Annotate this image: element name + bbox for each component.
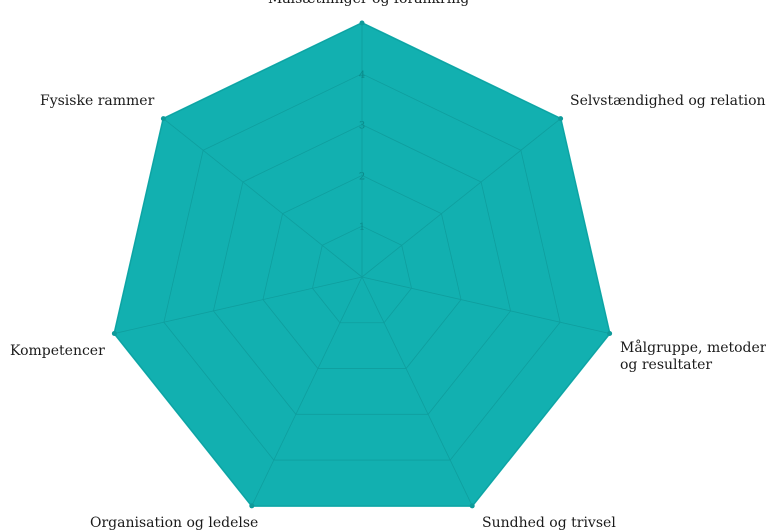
overlay-spoke-3 [361, 276, 473, 507]
category-label-selvstaendighed: Selvstændighed og relationer [570, 93, 766, 109]
category-label-malsaetninger: Målsætninger og forankring [268, 0, 469, 8]
category-label-malgruppe: Målgruppe, metoder og resultater [620, 340, 766, 373]
radial-ticks: 1 2 3 4 [359, 70, 365, 233]
category-label-sundhed: Sundhed og trivsel [482, 515, 616, 531]
data-point-5 [111, 331, 117, 337]
data-point-6 [160, 116, 166, 122]
overlay-ring-1 [312, 225, 412, 324]
data-point-2 [607, 331, 613, 337]
overlay-spoke-1 [361, 118, 561, 278]
overlay-ring-4 [163, 73, 561, 461]
category-label-kompetencer: Kompetencer [10, 343, 105, 359]
tick-label-4: 4 [359, 70, 365, 81]
overlay-ring-2 [262, 174, 462, 369]
overlay-spoke-2 [361, 276, 610, 334]
data-point-3 [469, 503, 475, 509]
overlay-spoke-4 [251, 276, 363, 507]
data-point-4 [249, 503, 255, 509]
overlay-ring-5 [113, 22, 611, 507]
overlay-spoke-6 [163, 118, 363, 278]
category-label-organisation: Organisation og ledelse [90, 515, 259, 531]
tick-label-3: 3 [359, 121, 365, 132]
data-point-0 [359, 20, 365, 26]
overlay-ring-3 [212, 124, 512, 415]
data-point-1 [558, 116, 564, 122]
tick-label-1: 1 [359, 222, 365, 233]
overlay-spoke-5 [114, 276, 363, 334]
radar-series [111, 20, 613, 509]
tick-label-2: 2 [359, 171, 365, 182]
category-label-fysiske: Fysiske rammer [40, 93, 155, 109]
